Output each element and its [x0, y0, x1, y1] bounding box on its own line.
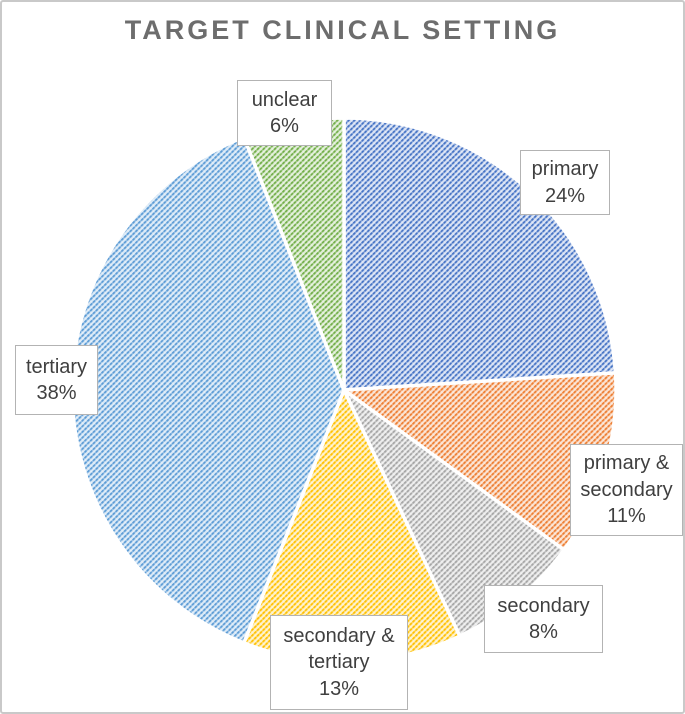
pie-label-text: tertiary: [25, 355, 88, 378]
pie-label-value: 11%: [607, 505, 646, 528]
pie-label-value: 38%: [36, 382, 77, 404]
pie-label-text: secondary: [497, 594, 590, 617]
pie-label-primary-secondary: primary & secondary 11%: [570, 444, 683, 536]
pie-label-value: 13%: [318, 677, 360, 700]
pie-label-text: secondary & tertiary: [283, 624, 395, 674]
pie-label-secondary: secondary 8%: [484, 585, 603, 653]
chart-title: TARGET CLINICAL SETTING: [124, 15, 561, 45]
pie-label-text: primary: [531, 158, 599, 181]
pie-label-value: 24%: [544, 184, 586, 207]
pie-label-text: primary & secondary: [580, 452, 673, 501]
pie-label-value: 8%: [529, 621, 558, 643]
pie-label-unclear: unclear 6%: [237, 80, 332, 146]
pie-label-tertiary: tertiary 38%: [15, 345, 98, 415]
pie-label-primary: primary 24%: [520, 150, 610, 215]
pie-label-value: 6%: [270, 115, 299, 137]
pie-label-secondary-tertiary: secondary & tertiary 13%: [270, 615, 408, 710]
pie-label-text: unclear: [251, 88, 318, 111]
